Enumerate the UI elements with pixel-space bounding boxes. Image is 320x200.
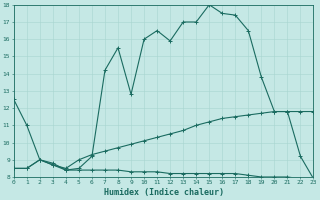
X-axis label: Humidex (Indice chaleur): Humidex (Indice chaleur) [104, 188, 224, 197]
